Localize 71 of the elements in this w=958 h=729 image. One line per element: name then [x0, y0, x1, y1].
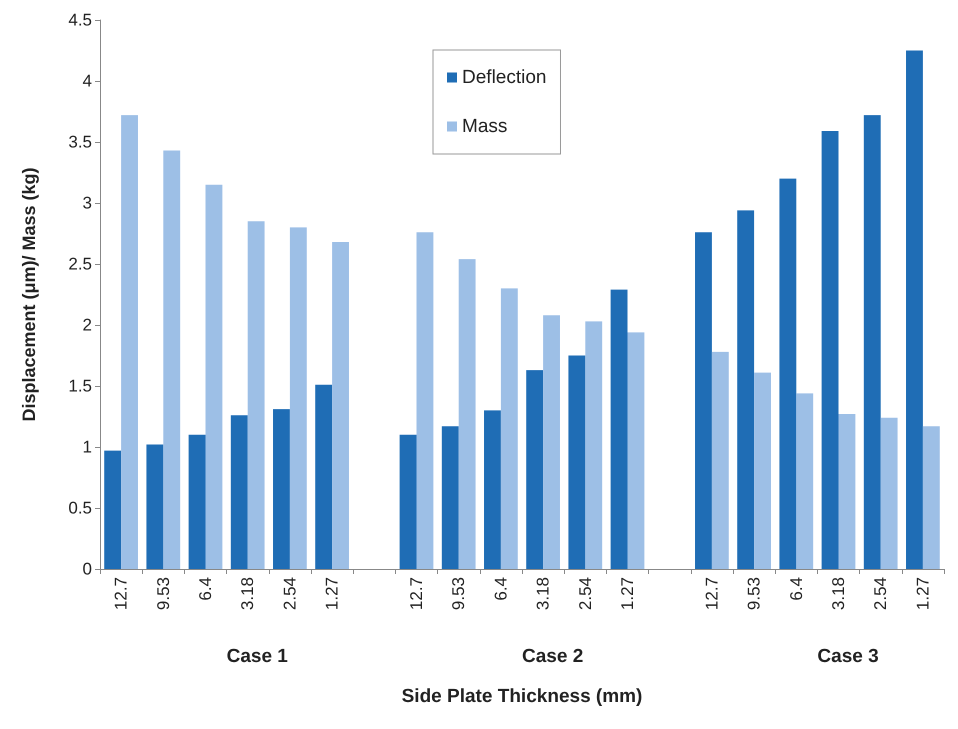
y-tick-label: 2.5 — [68, 254, 92, 274]
y-tick-label: 2 — [82, 316, 92, 334]
text: Case 3 — [817, 646, 879, 667]
x-tick-label: 1.27 — [913, 577, 932, 610]
text: Case 2 — [522, 646, 584, 667]
x-tick-label: 9.53 — [449, 577, 468, 610]
bar — [230, 415, 248, 569]
x-tick-label: 6.4 — [196, 577, 215, 601]
x-tick-label: 6.4 — [786, 577, 806, 601]
legend-label: Deflection — [462, 67, 546, 88]
x-tick-label: 9.53 — [154, 577, 173, 610]
y-tick-label: 0 — [82, 560, 92, 578]
x-axis-title: Side Plate Thickness (mm) — [402, 686, 642, 707]
bar — [163, 150, 180, 569]
x-tick-label: 12.7 — [112, 577, 131, 610]
x-tick-label: 12.7 — [702, 577, 722, 610]
y-tick-label: 3 — [82, 194, 92, 212]
bar — [206, 184, 222, 569]
bar — [188, 434, 206, 569]
bar — [628, 332, 644, 569]
bar — [712, 352, 729, 569]
x-tick-label: 2.54 — [871, 577, 890, 610]
x-tick-label: 3.18 — [534, 577, 553, 610]
bar — [273, 409, 290, 569]
bar — [695, 232, 712, 569]
bar — [568, 356, 586, 569]
bar — [922, 426, 940, 569]
bar — [864, 115, 881, 569]
x-tick-label: 6.4 — [491, 577, 510, 601]
bar — [796, 393, 814, 569]
legend-label: Mass — [462, 116, 508, 137]
bar — [779, 178, 796, 569]
x-tick-label: 1.27 — [618, 577, 637, 610]
bar — [484, 410, 501, 569]
bar — [315, 384, 332, 569]
x-tick-label: 3.18 — [829, 577, 848, 610]
bar — [906, 50, 923, 569]
text: Case 1 — [226, 646, 288, 667]
bar — [290, 227, 307, 569]
bar — [104, 450, 122, 569]
y-tick-label: 4.5 — [68, 10, 92, 30]
bar — [442, 426, 459, 569]
bar — [822, 131, 838, 569]
bar — [880, 418, 898, 569]
bar — [458, 259, 476, 569]
bar — [248, 221, 265, 569]
x-tick-label: 3.18 — [238, 577, 258, 610]
x-tick-label: 12.7 — [407, 577, 426, 610]
x-tick-label: 2.54 — [576, 577, 595, 610]
y-tick-label: 1 — [82, 438, 92, 456]
y-axis-title: Displacement (μm)/ Mass (kg) — [19, 167, 39, 422]
bar — [585, 321, 602, 569]
y-tick-label: 4 — [82, 72, 92, 90]
bar — [754, 372, 771, 569]
bar — [838, 414, 856, 569]
bar — [416, 232, 434, 569]
y-tick-label: 3.5 — [68, 132, 92, 152]
x-tick-label: 2.54 — [280, 577, 300, 610]
x-tick-label: 1.27 — [322, 577, 342, 610]
bar — [526, 370, 544, 569]
bar — [737, 210, 754, 569]
bar — [610, 290, 628, 569]
y-tick-label: 0.5 — [68, 498, 92, 518]
bar — [543, 315, 560, 569]
bar — [500, 288, 518, 569]
bar — [332, 242, 349, 569]
bar — [121, 115, 138, 569]
bar — [146, 444, 164, 569]
x-tick-label: 9.53 — [744, 577, 764, 610]
bar — [400, 434, 416, 569]
y-tick-label: 1.5 — [68, 376, 92, 396]
